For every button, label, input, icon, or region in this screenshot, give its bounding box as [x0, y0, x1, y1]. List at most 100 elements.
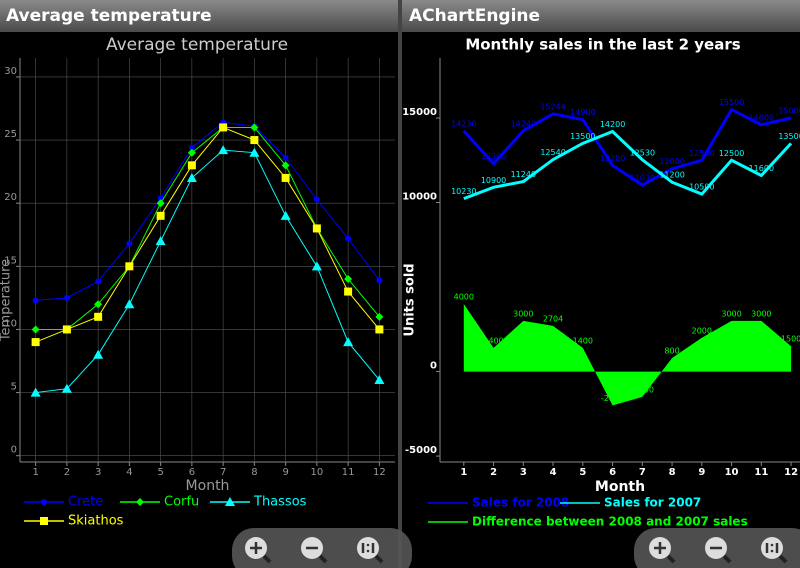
x-tick-label: 8	[251, 467, 257, 478]
x-tick-label: 1	[460, 467, 467, 478]
legend-label: Corfu	[164, 495, 199, 510]
value-label: 13500	[778, 132, 800, 141]
zoom-in-button[interactable]	[245, 537, 272, 564]
y-tick-label: 10000	[402, 192, 437, 203]
point-marker	[219, 123, 228, 132]
value-label: 12500	[689, 149, 714, 158]
legend-label: Thassos	[253, 495, 307, 510]
point-marker	[156, 199, 165, 208]
series-line	[35, 126, 380, 330]
point-marker	[250, 136, 259, 145]
point-marker	[249, 147, 260, 157]
value-label: 13500	[570, 132, 595, 141]
value-label: 11200	[659, 171, 684, 180]
point-marker	[281, 161, 290, 170]
divider	[398, 0, 402, 568]
x-tick-label: 2	[490, 467, 497, 478]
x-tick-label: 6	[609, 467, 616, 478]
value-label: 14900	[570, 108, 595, 117]
y-tick-label: 25	[4, 129, 17, 140]
x-tick-label: 6	[189, 467, 195, 478]
value-label: 2704	[543, 314, 563, 323]
point-marker	[126, 240, 133, 247]
legend-label: Skiathos	[68, 514, 124, 529]
x-tick-label: 5	[157, 467, 163, 478]
chart-title: Average temperature	[106, 35, 288, 55]
point-marker	[343, 337, 354, 347]
point-marker	[94, 312, 103, 321]
value-label: 1400	[573, 336, 593, 345]
legend-marker	[136, 498, 144, 506]
point-marker	[280, 210, 291, 220]
y-tick-label: -5000	[405, 445, 437, 456]
y-tick-label: 20	[4, 192, 17, 203]
point-marker	[155, 236, 166, 246]
zoom-reset-button[interactable]	[761, 537, 788, 564]
point-marker	[250, 123, 259, 132]
point-marker	[374, 374, 385, 384]
point-marker	[31, 338, 40, 347]
legend-marker	[41, 499, 47, 505]
legend-marker	[225, 497, 235, 506]
y-tick-label: 5	[11, 382, 17, 393]
y-axis-label: Units sold	[403, 263, 418, 336]
point-marker	[188, 144, 195, 151]
y-tick-label: 15	[4, 255, 17, 266]
x-tick-label: 10	[311, 467, 324, 478]
value-label: 14200	[600, 120, 625, 129]
point-marker	[94, 300, 103, 309]
point-marker	[218, 145, 229, 155]
value-label: 15000	[778, 107, 800, 116]
x-tick-label: 3	[95, 467, 101, 478]
value-label: -1500	[631, 385, 654, 394]
point-marker	[61, 383, 72, 393]
value-label: 15500	[719, 98, 744, 107]
value-label: 800	[664, 347, 679, 356]
point-marker	[344, 287, 353, 296]
series-line	[35, 126, 380, 343]
legend-label: Crete	[68, 495, 103, 510]
series-line	[462, 107, 792, 187]
x-axis-label: Month	[595, 479, 645, 495]
x-tick-label: 8	[669, 467, 676, 478]
x-tick-label: 1	[32, 467, 38, 478]
app-title: Average temperature	[6, 6, 212, 26]
x-tick-label: 12	[373, 467, 386, 478]
point-marker	[157, 195, 164, 202]
point-marker	[62, 325, 71, 334]
value-label: 11030	[630, 174, 655, 183]
x-tick-label: 4	[550, 467, 557, 478]
x-tick-label: 7	[220, 467, 226, 478]
y-tick-label: 0	[430, 361, 437, 372]
series-area	[463, 303, 792, 406]
value-label: 14600	[749, 113, 774, 122]
zoom-reset-button[interactable]	[357, 537, 384, 564]
y-tick-label: 0	[11, 445, 17, 456]
zoom-out-button[interactable]	[705, 537, 732, 564]
point-marker	[125, 262, 134, 271]
value-label: 12200	[600, 154, 625, 163]
zoom-in-button[interactable]	[649, 537, 676, 564]
y-tick-label: 10	[4, 318, 17, 329]
value-label: 1400	[483, 336, 503, 345]
y-tick-label: 15000	[402, 107, 437, 118]
value-label: 11240	[511, 170, 536, 179]
value-label: 15244	[540, 102, 565, 111]
x-tick-label: 3	[520, 467, 527, 478]
x-tick-label: 10	[725, 467, 739, 478]
value-label: 3000	[721, 309, 741, 318]
zoom-out-button[interactable]	[301, 537, 328, 564]
x-tick-label: 9	[282, 467, 288, 478]
point-marker	[376, 277, 383, 284]
x-tick-label: 7	[639, 467, 646, 478]
point-marker	[32, 297, 39, 304]
point-marker	[95, 278, 102, 285]
chart-title: Monthly sales in the last 2 years	[465, 36, 740, 54]
y-tick-label: 30	[4, 66, 17, 77]
y-axis-label: Temperature	[0, 259, 14, 342]
point-marker	[186, 172, 197, 182]
point-marker	[63, 294, 70, 301]
value-label: 12300	[481, 152, 506, 161]
